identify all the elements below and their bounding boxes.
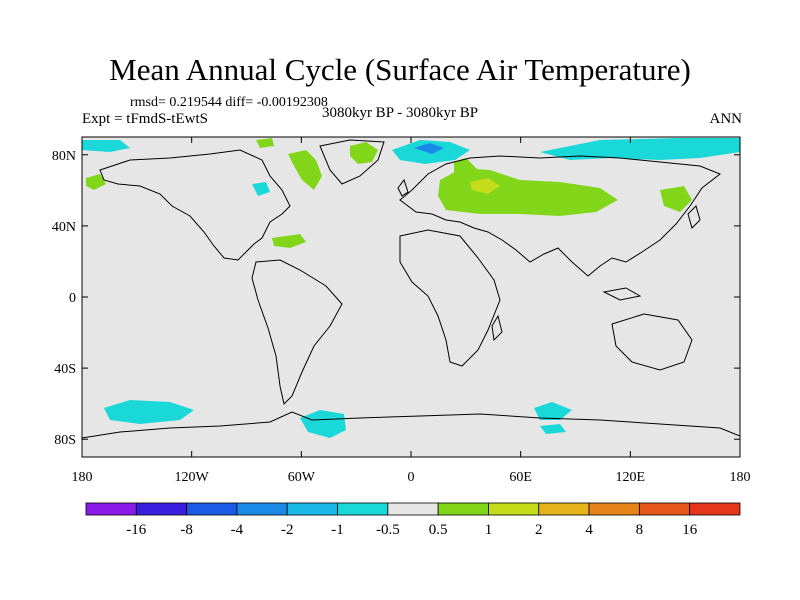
- anomaly-green-scandinavia: [454, 158, 478, 178]
- coast-indonesia: [602, 287, 642, 301]
- period-label: 3080kyr BP - 3080kyr BP: [321, 105, 479, 121]
- anomaly-green-greenland: [350, 142, 378, 164]
- anomaly-cyan-arctic-east: [540, 138, 740, 160]
- lat-tick-label: 80S: [54, 433, 76, 448]
- lon-tick-label: 180: [730, 470, 751, 485]
- colorbar-swatch: [337, 502, 389, 516]
- latitude-axis: 80N 40N 0 40S 80S: [52, 149, 740, 448]
- stats-text: rmsd= 0.219544 diff= -0.00192308: [130, 95, 328, 110]
- coast-africa: [399, 229, 501, 367]
- colorbar-swatch: [286, 502, 338, 516]
- anomaly-cyan-arctic-west: [82, 140, 130, 152]
- colorbar-label: 4: [585, 522, 593, 538]
- experiment-label: Expt = tFmdS-tEwtS: [82, 111, 208, 127]
- coast-greenland: [319, 139, 385, 185]
- colorbar-label: -16: [126, 522, 146, 538]
- colorbar-label: 2: [535, 522, 543, 538]
- colorbar-label: -8: [180, 522, 193, 538]
- lon-tick-label: 120W: [175, 470, 210, 485]
- colorbar-swatch: [538, 502, 590, 516]
- colorbar-swatch: [689, 502, 741, 516]
- colorbar-label: 1: [485, 522, 493, 538]
- anomaly-green-baffin: [256, 138, 274, 148]
- anomaly-cyan-weddell: [300, 410, 346, 438]
- anomaly-yellow-eurasia: [470, 178, 500, 194]
- coastlines: [82, 139, 740, 439]
- colorbar-swatch: [135, 502, 188, 516]
- anomaly-green-canada: [288, 150, 322, 190]
- coast-north-america: [99, 149, 291, 261]
- season-label: ANN: [709, 111, 743, 127]
- anomaly-blue-barents: [414, 143, 444, 154]
- lat-tick-label: 40N: [52, 220, 76, 235]
- colorbar-label: -4: [231, 522, 244, 538]
- colorbar-label: 8: [636, 522, 644, 538]
- anomaly-green-atlantic: [272, 234, 306, 248]
- anomaly-green-pacific-nw: [660, 186, 692, 212]
- colorbar-swatch: [236, 502, 288, 516]
- colorbar-swatch: [638, 502, 691, 516]
- coast-eurasia: [399, 155, 721, 277]
- lon-tick-label: 180: [72, 470, 93, 485]
- colorbar-label: -0.5: [376, 522, 400, 538]
- colorbar: -16 -8 -4 -2 -1 -0.5 0.5 1 2 4 8 16: [85, 502, 741, 538]
- coast-south-america: [251, 259, 343, 405]
- anomaly-cyan-east-antarctic: [534, 402, 572, 420]
- lat-tick-label: 40S: [54, 362, 76, 377]
- lon-tick-label: 0: [408, 470, 415, 485]
- coast-japan: [687, 205, 701, 229]
- colorbar-swatch: [85, 502, 137, 516]
- anomaly-cyan-ross: [104, 400, 194, 424]
- anomaly-fields: [82, 138, 740, 438]
- colorbar-label: -2: [281, 522, 294, 538]
- coast-antarctica: [82, 411, 740, 439]
- colorbar-label: 0.5: [429, 522, 448, 538]
- colorbar-swatch: [488, 502, 540, 516]
- colorbar-label: -1: [331, 522, 344, 538]
- lat-tick-label: 80N: [52, 149, 76, 164]
- lat-tick-label: 0: [69, 291, 76, 306]
- longitude-axis: 180 120W 60W 0 60E 120E 180: [72, 137, 751, 485]
- colorbar-swatch: [387, 502, 439, 516]
- anomaly-cyan-east-antarctic-2: [540, 424, 566, 434]
- colorbar-swatch: [588, 502, 640, 516]
- coast-madagascar: [491, 314, 503, 342]
- anomaly-green-alaska: [86, 174, 106, 190]
- colorbar-swatch: [437, 502, 489, 516]
- lon-tick-label: 120E: [616, 470, 646, 485]
- anomaly-cyan-hudson: [252, 182, 270, 196]
- coast-british-isles: [397, 178, 409, 197]
- colorbar-swatch: [186, 502, 238, 516]
- lon-tick-label: 60W: [288, 470, 316, 485]
- coast-australia: [611, 313, 693, 371]
- lon-tick-label: 60E: [509, 470, 532, 485]
- map-title: Mean Annual Cycle (Surface Air Temperatu…: [109, 52, 691, 87]
- colorbar-label: 16: [682, 522, 698, 538]
